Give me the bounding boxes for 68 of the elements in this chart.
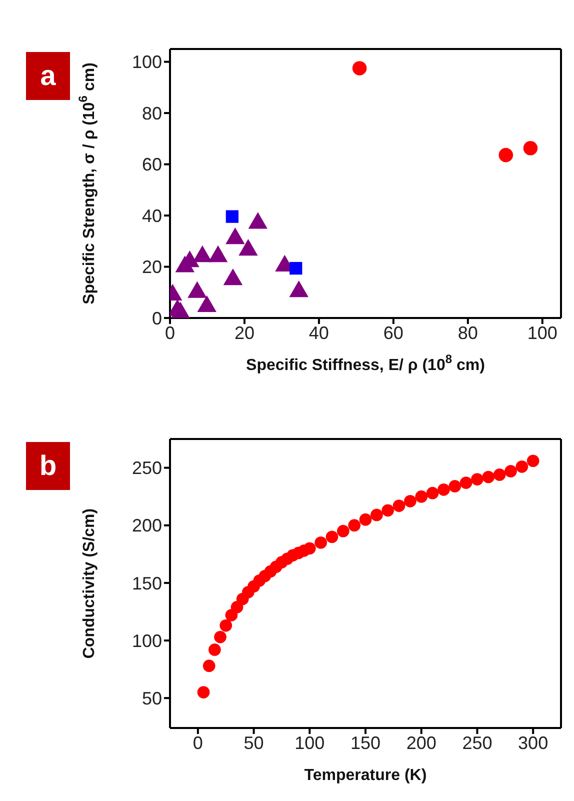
x-tick-label: 100 (527, 322, 558, 343)
text: b (26, 442, 70, 490)
y-tick-label: 50 (142, 688, 162, 708)
point (482, 470, 495, 484)
x-tick-label: 50 (244, 732, 264, 753)
x-tick-label: 0 (164, 322, 176, 343)
point (170, 302, 190, 318)
point (352, 61, 367, 76)
point (208, 245, 228, 262)
point (348, 519, 361, 532)
y-tick-label: 60 (142, 154, 162, 175)
x-tick-label: 0 (192, 732, 203, 753)
x-tick-label: 150 (350, 732, 381, 753)
point (438, 483, 450, 496)
point (238, 239, 258, 256)
y-tick-label: 20 (142, 257, 162, 278)
point (326, 530, 338, 544)
point (220, 619, 232, 632)
y-tick-label: 100 (132, 52, 162, 72)
x-tick-label: 20 (234, 322, 254, 343)
x-tick-label: 40 (308, 322, 329, 343)
point (223, 268, 243, 286)
point (197, 295, 216, 312)
point (498, 148, 514, 162)
point (426, 486, 439, 500)
y-tick-label: 200 (132, 516, 162, 536)
y-tick-label: 40 (142, 206, 162, 226)
x-tick-label: 300 (518, 732, 548, 753)
y-tick-label: 0 (152, 308, 162, 328)
point (214, 630, 226, 644)
x-tick-label: 200 (406, 732, 436, 753)
y-tick-label: 80 (142, 103, 162, 124)
point (526, 454, 540, 468)
point (303, 542, 316, 555)
x-tick-label: 60 (383, 322, 404, 343)
y-tick-label: 150 (132, 573, 162, 594)
text: a (26, 52, 70, 100)
point (493, 468, 506, 481)
point (460, 476, 472, 489)
point (197, 686, 210, 698)
point (336, 524, 350, 538)
y-axis-title: Conductivity (S/cm) (81, 508, 98, 659)
point (504, 465, 517, 478)
x-tick-label: 80 (458, 322, 478, 343)
point (382, 504, 394, 517)
x-tick-label: 100 (294, 732, 325, 753)
point (523, 141, 538, 156)
x-tick-label: 250 (462, 732, 492, 753)
x-axis-title: Temperature (K) (304, 767, 427, 784)
point (404, 495, 416, 508)
point (289, 280, 308, 298)
point (370, 508, 383, 522)
point (192, 245, 212, 262)
point (448, 480, 462, 492)
point (226, 227, 245, 244)
point (314, 536, 327, 549)
y-tick-label: 100 (132, 630, 162, 651)
point (471, 473, 484, 486)
point (415, 490, 428, 503)
point (248, 212, 268, 229)
y-tick-label: 250 (132, 458, 162, 478)
point (392, 500, 406, 512)
point (202, 660, 216, 672)
point (208, 644, 221, 656)
point (359, 513, 372, 526)
point (516, 460, 528, 473)
point (188, 281, 207, 298)
x-axis-title: Specific Stiffness, E/ ρ (10$^{8}$ cm) (246, 352, 485, 374)
